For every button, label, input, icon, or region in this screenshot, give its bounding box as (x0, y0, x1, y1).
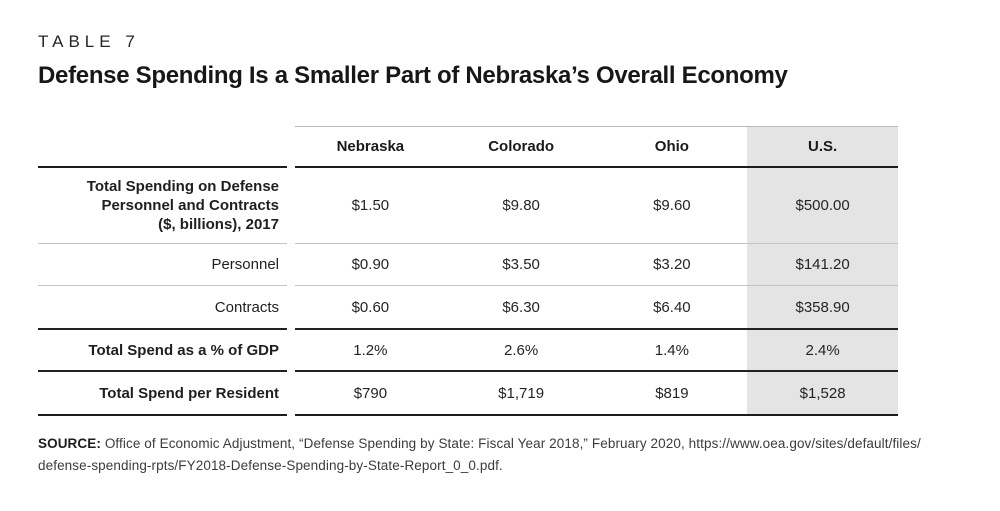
cell-personnel-nebraska: $0.90 (351, 256, 390, 273)
cell-gdp-colorado: 2.6% (504, 341, 539, 359)
cell-total-colorado: $9.80 (502, 197, 540, 214)
cell-personnel-ohio: $3.20 (653, 256, 691, 273)
table-row-personnel: Personnel $0.90 $3.50 $3.20 $141.20 (38, 244, 898, 286)
cell-resident-colorado: $1,719 (498, 384, 545, 402)
row-label-personnel: Personnel (38, 244, 287, 286)
report-page: TABLE 7 Defense Spending Is a Smaller Pa… (38, 32, 968, 477)
table-row-total-spending: Total Spending on Defense Personnel and … (38, 168, 898, 244)
column-header-nebraska: Nebraska (336, 138, 405, 155)
cell-gdp-ohio: 1.4% (654, 341, 689, 359)
cell-total-ohio: $9.60 (653, 197, 691, 214)
cell-total-us: $500.00 (747, 168, 898, 243)
source-text-line2: defense-spending-rpts/FY2018-Defense-Spe… (38, 458, 503, 473)
table-title: Defense Spending Is a Smaller Part of Ne… (38, 62, 788, 89)
column-header-colorado: Colorado (488, 138, 555, 155)
cell-resident-us: $1,528 (747, 372, 898, 414)
header-empty-cell (38, 126, 287, 168)
cell-contracts-us: $358.90 (747, 286, 898, 328)
table-number: TABLE 7 (38, 32, 140, 51)
source-label: SOURCE: (38, 436, 101, 451)
table-header-row: Nebraska Colorado Ohio U.S. (38, 126, 898, 168)
cell-gdp-us: 2.4% (747, 330, 898, 370)
cell-resident-nebraska: $790 (353, 384, 388, 402)
cell-total-nebraska: $1.50 (351, 197, 390, 214)
table-row-contracts: Contracts $0.60 $6.30 $6.40 $358.90 (38, 286, 898, 330)
cell-resident-ohio: $819 (655, 384, 689, 402)
column-header-ohio: Ohio (654, 138, 689, 155)
row-label-contracts: Contracts (38, 286, 287, 330)
row-label-percent-gdp: Total Spend as a % of GDP (38, 330, 287, 372)
row-label-total-spending: Total Spending on Defense Personnel and … (38, 168, 287, 244)
cell-contracts-colorado: $6.30 (502, 298, 540, 316)
column-header-us: U.S. (747, 127, 898, 166)
table-row-percent-gdp: Total Spend as a % of GDP 1.2% 2.6% 1.4%… (38, 330, 898, 372)
table-row-per-resident: Total Spend per Resident $790 $1,719 $81… (38, 372, 898, 416)
cell-contracts-nebraska: $0.60 (351, 298, 390, 316)
data-table: Nebraska Colorado Ohio U.S. Total Spendi… (38, 126, 898, 416)
source-note: SOURCE: Office of Economic Adjustment, “… (38, 433, 968, 477)
cell-personnel-us: $141.20 (747, 244, 898, 285)
cell-personnel-colorado: $3.50 (502, 256, 540, 273)
cell-contracts-ohio: $6.40 (653, 298, 691, 316)
row-label-per-resident: Total Spend per Resident (38, 372, 287, 416)
source-text-line1: Office of Economic Adjustment, “Defense … (104, 436, 921, 451)
cell-gdp-nebraska: 1.2% (353, 341, 388, 359)
